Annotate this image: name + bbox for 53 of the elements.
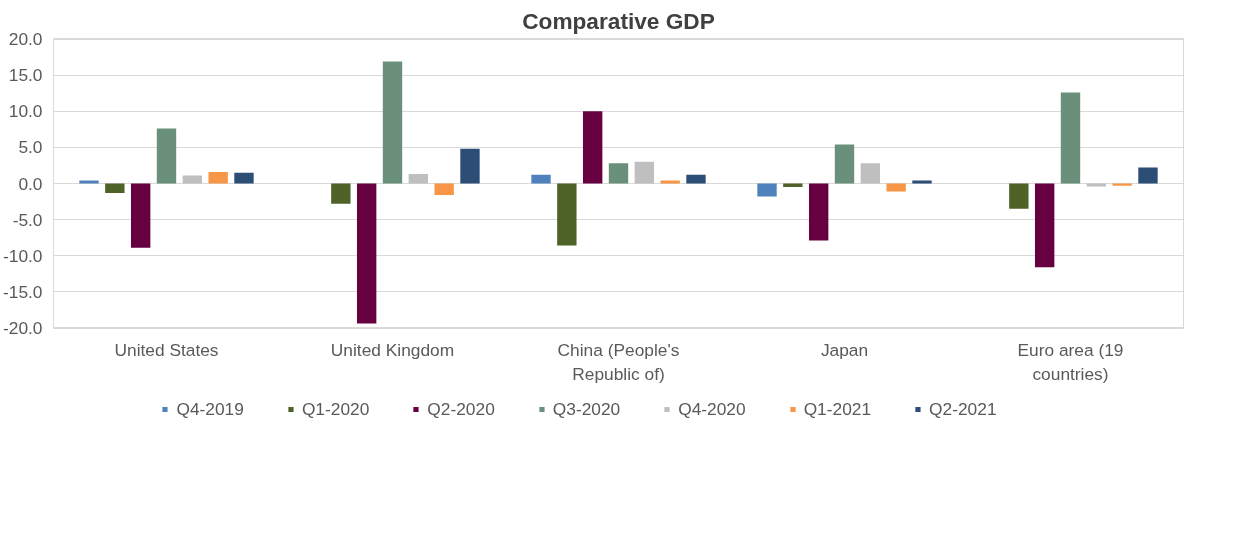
- bar: [130, 183, 151, 248]
- y-tick-label: -15.0: [3, 281, 43, 302]
- y-tick-label: 20.0: [8, 29, 43, 50]
- x-tick-label: Euro area (19 countries): [1017, 339, 1124, 384]
- chart-title: Comparative GDP: [522, 7, 715, 34]
- y-tick-label: -10.0: [3, 245, 43, 266]
- bar: [834, 144, 855, 184]
- bar: [557, 183, 577, 246]
- bar: [79, 180, 99, 184]
- bar: [234, 172, 254, 184]
- bar: [808, 183, 829, 241]
- y-tick-label: 10.0: [8, 101, 43, 122]
- legend-label: Q1-2020: [301, 398, 370, 420]
- x-tick-label: Japan: [820, 339, 869, 360]
- y-tick-label: 15.0: [8, 65, 43, 86]
- legend-label: Q1-2021: [803, 398, 872, 420]
- legend-label: Q3-2020: [552, 398, 621, 420]
- bar: [1009, 183, 1029, 209]
- bar: [912, 180, 932, 184]
- bar: [634, 161, 655, 184]
- bar: [886, 183, 906, 192]
- legend-label: Q4-2019: [176, 398, 244, 420]
- x-tick-label: China (People's Republic of): [557, 339, 680, 384]
- bar: [582, 111, 603, 184]
- x-tick-label: United States: [114, 339, 219, 360]
- legend-label: Q2-2021: [929, 398, 997, 420]
- y-tick-label: -20.0: [3, 317, 43, 338]
- bar: [208, 171, 228, 184]
- bar: [382, 61, 403, 184]
- bar: [531, 174, 551, 184]
- bar: [105, 183, 125, 193]
- bar: [1112, 183, 1132, 186]
- bar: [156, 128, 177, 184]
- bar: [1034, 183, 1055, 268]
- legend-label: Q2-2020: [427, 398, 495, 420]
- bar: [356, 183, 377, 324]
- bar: [182, 175, 203, 184]
- legend-label: Q4-2020: [678, 398, 746, 420]
- y-tick-label: 5.0: [18, 137, 43, 158]
- bar: [434, 183, 454, 196]
- bar: [860, 163, 881, 184]
- bar: [408, 174, 429, 184]
- bar: [1060, 92, 1081, 184]
- bar: [686, 174, 706, 184]
- x-tick-label: United Kingdom: [330, 339, 455, 360]
- y-tick-label: -5.0: [12, 209, 43, 230]
- bar: [1138, 167, 1158, 184]
- bar: [757, 183, 777, 197]
- bar: [608, 163, 629, 184]
- bar: [660, 180, 680, 184]
- y-tick-label: 0.0: [18, 173, 43, 194]
- bar: [331, 183, 351, 204]
- bar: [460, 148, 480, 184]
